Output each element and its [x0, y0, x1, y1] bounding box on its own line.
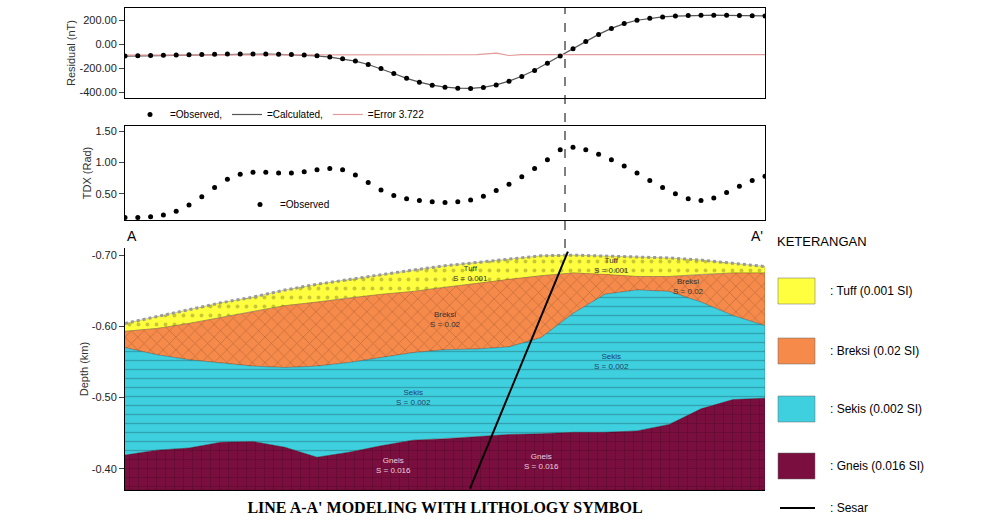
svg-text:: Sesar: : Sesar: [830, 501, 868, 515]
svg-text:BreksiS = 0.02: BreksiS = 0.02: [673, 277, 704, 296]
svg-text:Depth (km): Depth (km): [78, 342, 90, 396]
svg-text:0.00: 0.00: [95, 38, 116, 50]
svg-text:BreksiS = 0.02: BreksiS = 0.02: [430, 310, 461, 329]
svg-text:1.50: 1.50: [95, 125, 116, 137]
svg-text:LINE A-A' MODELING WITH LITHOL: LINE A-A' MODELING WITH LITHOLOGY SYMBOL: [247, 499, 642, 516]
svg-text:TDX (Rad): TDX (Rad): [81, 147, 93, 200]
svg-text:GneisS = 0.016: GneisS = 0.016: [376, 456, 411, 475]
svg-text:=Observed,: =Observed,: [170, 109, 222, 120]
svg-text:1.00: 1.00: [95, 156, 116, 168]
svg-text:=Observed: =Observed: [280, 199, 329, 210]
svg-text:-200.00: -200.00: [79, 62, 116, 74]
svg-text:TuffS = 0.001: TuffS = 0.001: [453, 264, 488, 283]
svg-text:: Tuff (0.001 SI): : Tuff (0.001 SI): [830, 284, 913, 298]
svg-text:SekisS = 0.002: SekisS = 0.002: [594, 352, 629, 371]
svg-text:TuffS = 0.001: TuffS = 0.001: [594, 256, 629, 275]
svg-text:KETERANGAN: KETERANGAN: [777, 234, 867, 249]
svg-text:-400.00: -400.00: [79, 86, 116, 98]
svg-text:: Gneis (0.016 SI): : Gneis (0.016 SI): [830, 459, 924, 473]
svg-text:-0.50: -0.50: [92, 391, 117, 403]
svg-text:: Sekis (0.002 SI): : Sekis (0.002 SI): [830, 402, 922, 416]
svg-text:-0.70: -0.70: [92, 249, 117, 261]
svg-text:=Calculated,: =Calculated,: [267, 109, 323, 120]
svg-text:-0.40: -0.40: [92, 463, 117, 475]
svg-text:SekisS = 0.002: SekisS = 0.002: [396, 388, 431, 407]
svg-text:A': A': [751, 228, 763, 244]
svg-text:0.50: 0.50: [95, 188, 116, 200]
svg-text:-0.60: -0.60: [92, 320, 117, 332]
svg-text:A: A: [127, 228, 137, 244]
svg-text:: Breksi (0.02 SI): : Breksi (0.02 SI): [830, 344, 919, 358]
svg-text:GneisS = 0.016: GneisS = 0.016: [524, 452, 559, 471]
svg-text:200.00: 200.00: [83, 14, 117, 26]
svg-text:Residual (nT): Residual (nT): [65, 20, 77, 86]
svg-text:=Error 3.722: =Error 3.722: [368, 109, 424, 120]
